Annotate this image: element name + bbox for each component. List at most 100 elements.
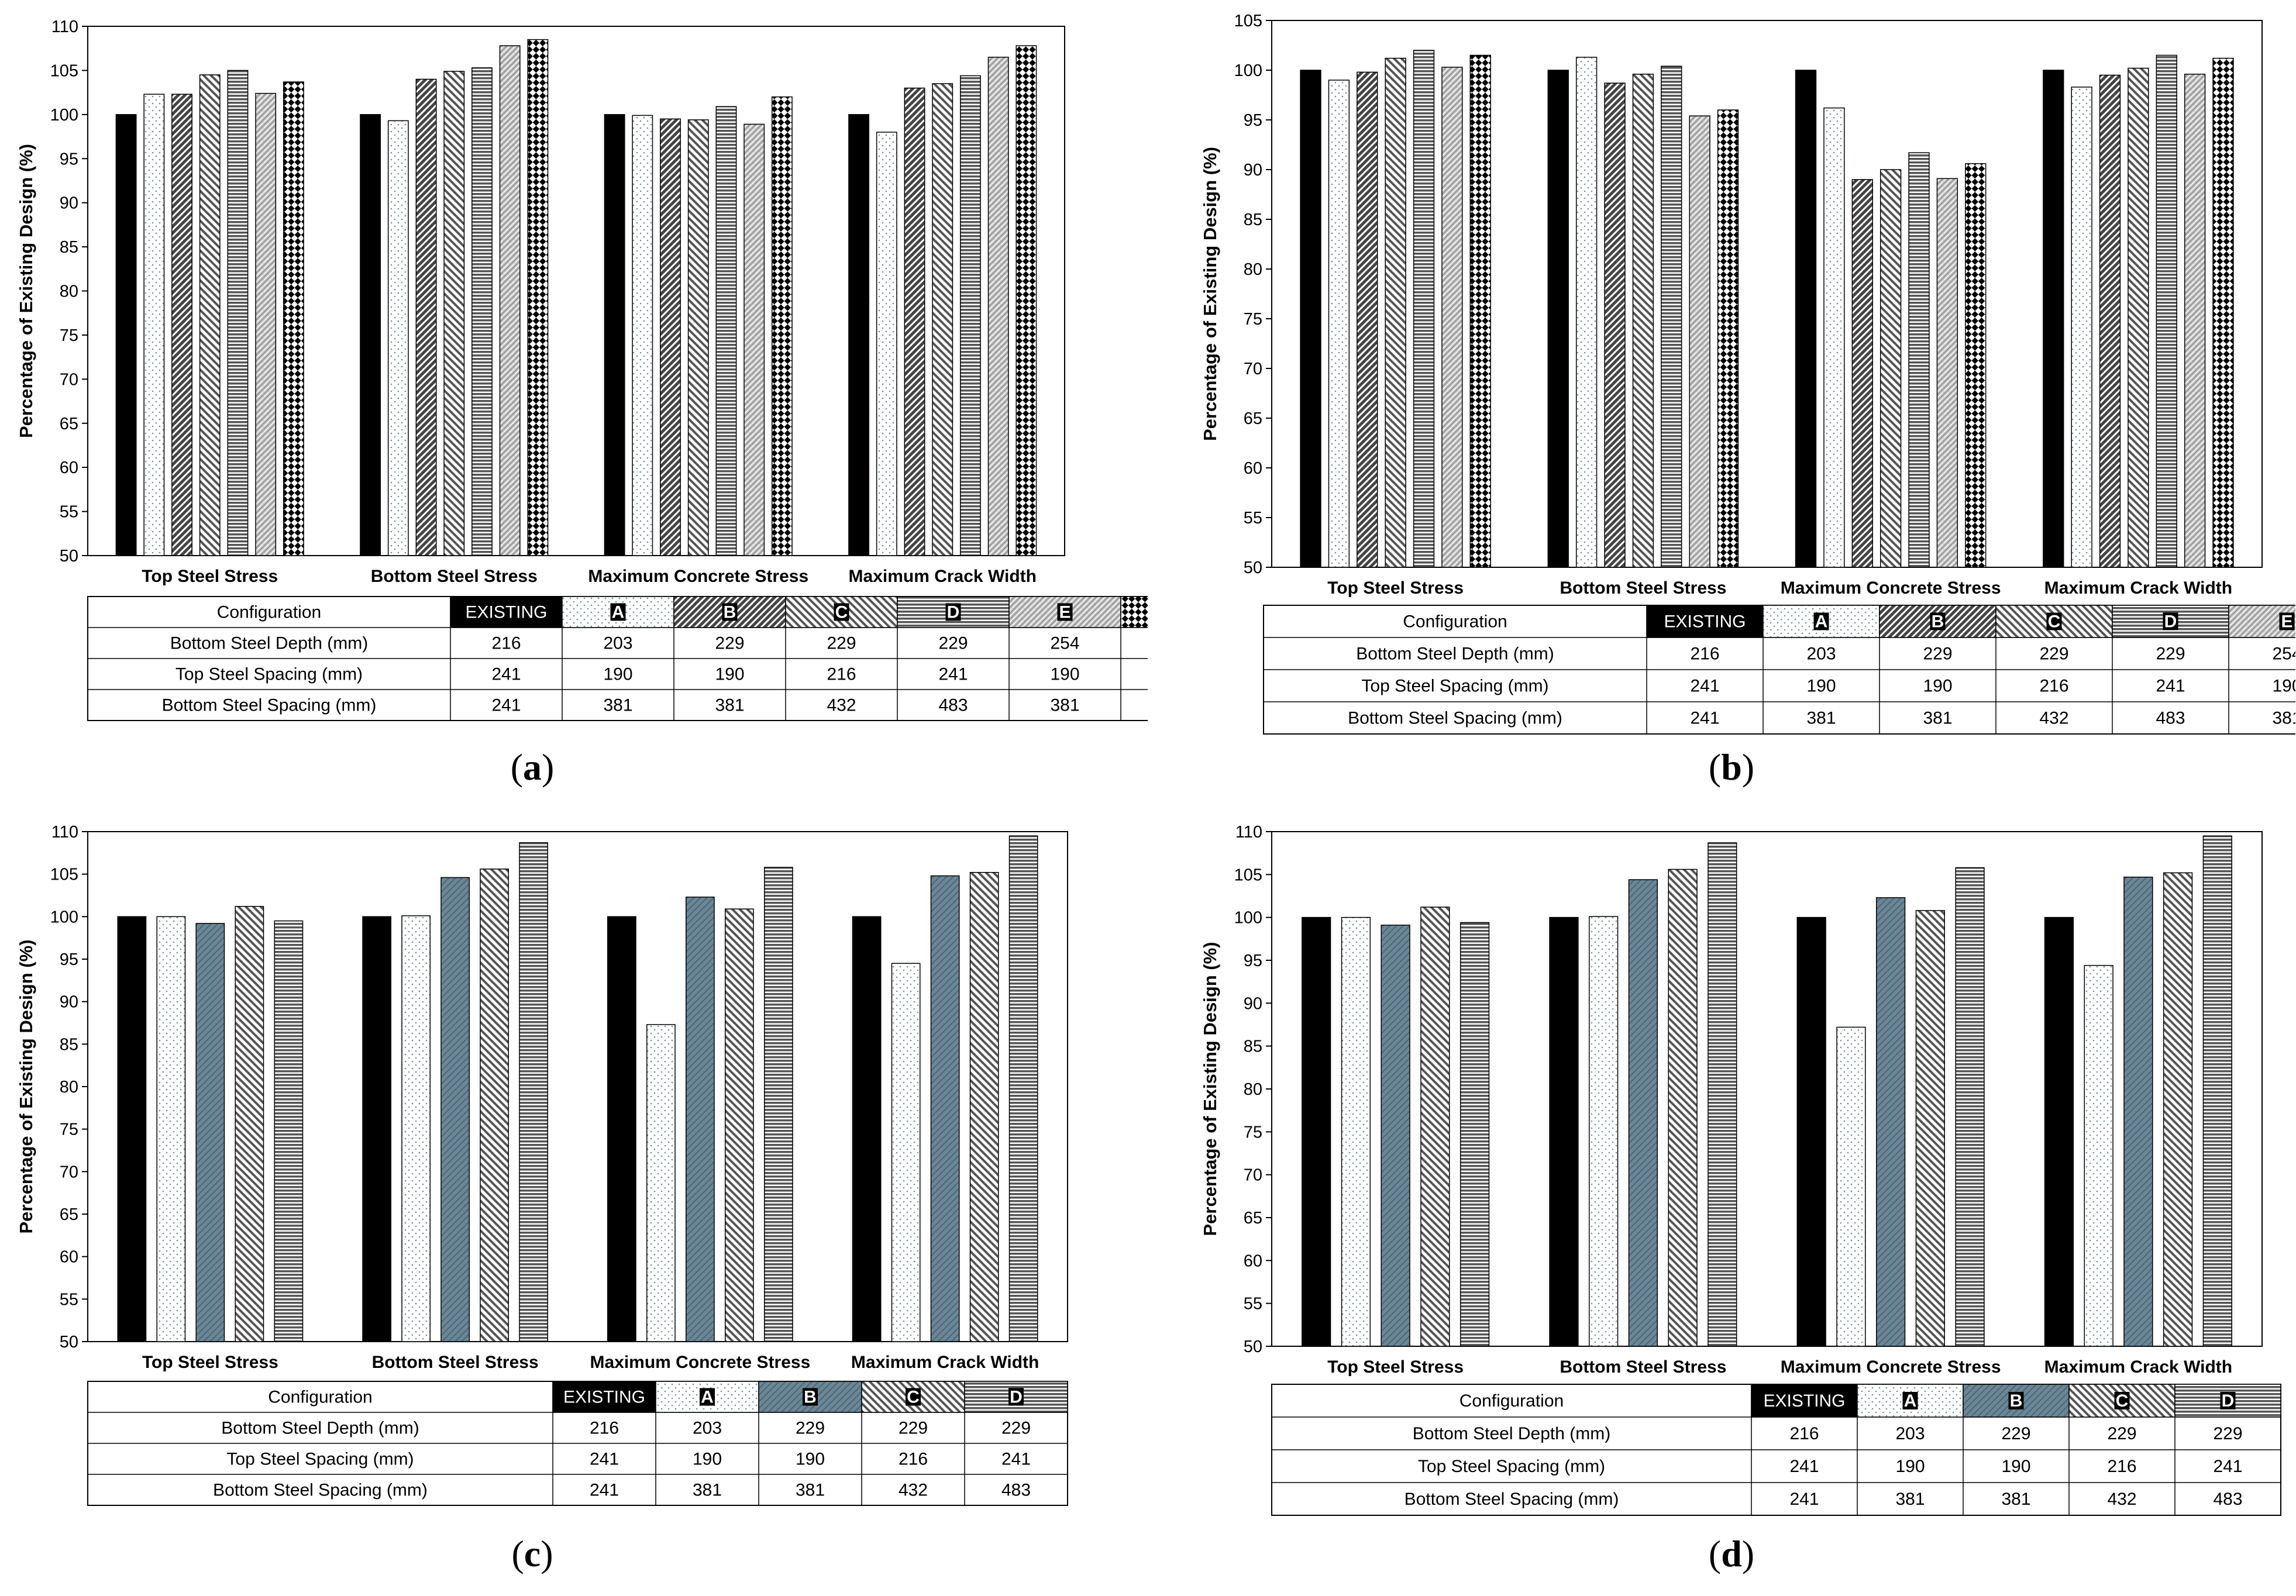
y-tick-label: 80 — [1244, 260, 1262, 279]
y-tick-label: 55 — [1244, 509, 1262, 528]
bar-existing — [848, 114, 870, 556]
config-label-d: D — [2164, 612, 2177, 632]
category-label: Bottom Steel Stress — [1560, 578, 1726, 598]
table-cell: 381 — [1895, 1490, 1925, 1509]
config-letter-box — [906, 1388, 921, 1406]
bar-c — [725, 908, 754, 1342]
bar-a — [1575, 57, 1598, 568]
table-cell: 241 — [491, 665, 521, 684]
table-cell: 381 — [1806, 709, 1836, 728]
table-cell: 190 — [1806, 677, 1836, 696]
bar-f — [1469, 54, 1491, 568]
table-cell: 381 — [603, 696, 632, 715]
bar-c — [1385, 57, 1406, 568]
y-tick-label: 110 — [51, 823, 78, 842]
bar-a — [891, 963, 921, 1342]
bar-b — [415, 78, 437, 556]
category-label: Maximum Crack Width — [849, 567, 1037, 586]
table-cell: 216 — [1789, 1424, 1819, 1443]
table-cell: 241 — [590, 1481, 619, 1500]
table-row-label: Bottom Steel Depth (mm) — [170, 634, 368, 653]
table-cell: 229 — [1001, 1419, 1031, 1438]
config-letter-box — [2279, 612, 2295, 630]
y-tick-label: 90 — [1244, 161, 1262, 180]
bar-d — [1459, 922, 1490, 1347]
table-cell: 241 — [1690, 709, 1719, 728]
bar-a — [632, 115, 653, 556]
y-tick-label: 50 — [60, 547, 78, 566]
table-row-label: Top Steel Spacing (mm) — [1361, 677, 1548, 696]
bar-b — [1628, 879, 1658, 1347]
table-cell: 216 — [2039, 677, 2068, 696]
config-letter-box — [2046, 612, 2062, 630]
category-label: Maximum Concrete Stress — [588, 567, 808, 586]
bar-b — [1875, 897, 1906, 1347]
table-row-label: Top Steel Spacing (mm) — [175, 665, 363, 684]
config-label-b: B — [724, 603, 736, 622]
config-letter-box — [1008, 1388, 1024, 1406]
table-cell: 216 — [899, 1450, 928, 1469]
table-cell: 381 — [1923, 709, 1952, 728]
table-row-label: Bottom Steel Spacing (mm) — [1405, 1490, 1619, 1509]
bar-existing — [2044, 916, 2074, 1347]
bar-d — [1908, 152, 1930, 568]
config-label-c: C — [2048, 612, 2061, 632]
table-cell: 381 — [693, 1481, 722, 1500]
bar-existing — [1302, 916, 1331, 1347]
y-tick-label: 85 — [60, 1035, 78, 1054]
y-tick-label: 70 — [1244, 360, 1262, 378]
y-tick-label: 80 — [60, 282, 78, 301]
bar-c — [1880, 169, 1902, 568]
table-cell: 381 — [2272, 709, 2295, 728]
config-letter-box — [722, 603, 738, 621]
table-cell: 483 — [2213, 1490, 2242, 1509]
bar-a — [2071, 87, 2092, 568]
bar-existing — [362, 916, 391, 1342]
chart-b: 50 55 60 65 70 75 80 85 90 95 100 105 Percentage of … — [1200, 12, 2296, 735]
y-tick-label: 75 — [1244, 310, 1262, 329]
bar-existing — [1547, 70, 1569, 568]
table-cell: 203 — [693, 1419, 722, 1438]
bar-d — [960, 75, 981, 556]
y-tick-label: 60 — [1244, 1252, 1262, 1270]
y-tick-label: 105 — [50, 61, 78, 80]
table-cell: 229 — [796, 1419, 825, 1438]
config-label-a: A — [612, 603, 625, 622]
table-row-label: Top Steel Spacing (mm) — [1418, 1457, 1605, 1476]
bar-f — [283, 81, 304, 556]
category-label: Bottom Steel Stress — [372, 1353, 539, 1372]
bar-existing — [1795, 70, 1817, 568]
table-cell: 254 — [2272, 644, 2295, 664]
bar-e — [1936, 178, 1958, 568]
config-label-a: A — [701, 1388, 714, 1407]
y-tick-label: 60 — [60, 459, 78, 477]
bar-a — [387, 120, 409, 556]
config-swatch-existing — [450, 596, 563, 628]
bar-b — [660, 118, 681, 556]
y-tick-label: 50 — [1244, 559, 1262, 577]
config-label-b: B — [804, 1388, 817, 1407]
config-letter-box — [1902, 1392, 1918, 1409]
config-swatch-existing — [1646, 605, 1764, 638]
y-tick-label: 65 — [1244, 409, 1262, 428]
table-cell: 229 — [2039, 644, 2068, 664]
config-letter-box — [1930, 612, 1946, 630]
bar-c — [1420, 906, 1450, 1347]
table-cell: 432 — [2039, 709, 2068, 728]
config-label-d: D — [947, 603, 960, 622]
bar-e — [987, 57, 1009, 556]
y-tick-label: 85 — [60, 238, 78, 257]
y-tick-label: 95 — [1244, 111, 1262, 130]
y-tick-label: 95 — [1244, 952, 1262, 970]
table-header-label: Configuration — [268, 1388, 372, 1407]
bar-a — [2084, 965, 2113, 1347]
y-tick-label: 95 — [60, 150, 78, 168]
y-tick-label: 80 — [1244, 1080, 1262, 1099]
bar-existing — [2043, 70, 2064, 568]
y-axis-label: Percentage of Existing Design (%) — [1200, 147, 1220, 441]
table-cell: 229 — [938, 634, 968, 653]
category-label: Maximum Concrete Stress — [590, 1353, 810, 1372]
table-cell: 190 — [693, 1450, 722, 1469]
bar-a — [646, 1024, 676, 1342]
chart-d: 50 55 60 65 70 75 80 85 90 95 100 105 110 Percentage … — [1200, 823, 2281, 1516]
